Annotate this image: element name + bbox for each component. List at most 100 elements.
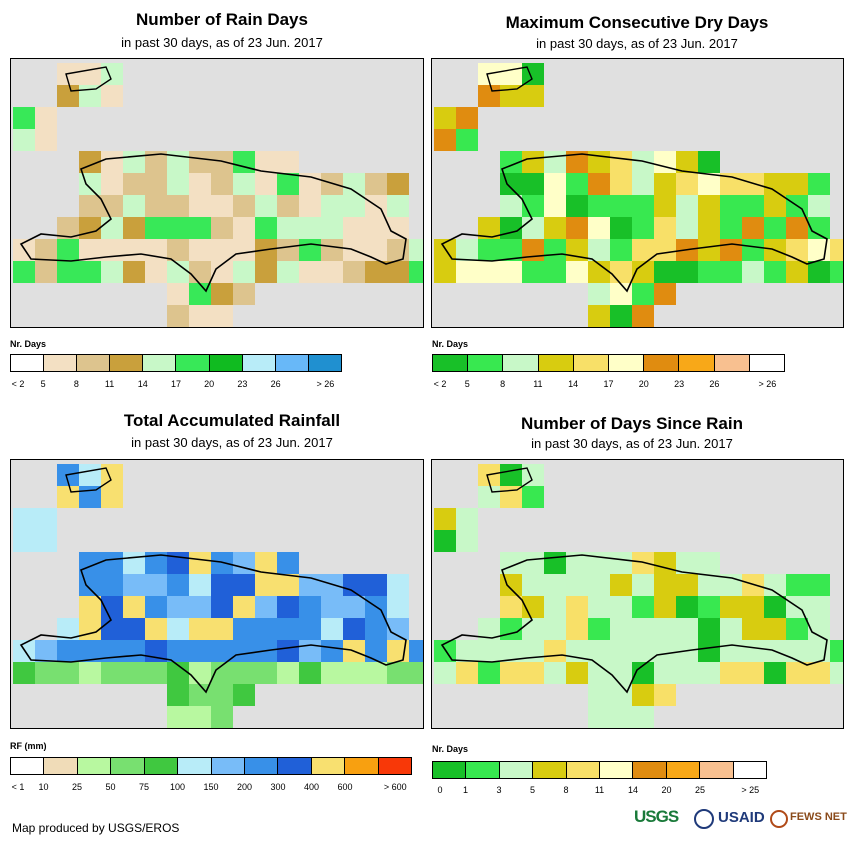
legend-labels: < 1 10 25 50 75 100 150 200 300 400 600 > 600 (10, 782, 412, 794)
grid-cell (277, 261, 299, 283)
grid-cell (321, 596, 343, 618)
grid-cell (57, 662, 79, 684)
grid-cell (720, 195, 742, 217)
grid-cell (698, 239, 720, 261)
grid-cell (13, 261, 35, 283)
map-grid-svg (434, 464, 843, 728)
grid-cell (167, 261, 189, 283)
grid-cell (720, 239, 742, 261)
legend-swatch (433, 355, 469, 371)
grid-cell (588, 305, 610, 327)
map-grid-svg (434, 63, 843, 327)
grid-cell (321, 239, 343, 261)
grid-cell (764, 596, 786, 618)
grid-cell (632, 283, 654, 305)
grid-cell (365, 618, 387, 640)
grid-cell (387, 195, 409, 217)
legend-swatch (176, 355, 210, 371)
grid-cell (233, 684, 255, 706)
grid-cell (211, 217, 233, 239)
grid-cell (101, 574, 123, 596)
grid-cell (698, 596, 720, 618)
grid-cell (365, 239, 387, 261)
grid-cell (211, 706, 233, 728)
grid-cell (654, 217, 676, 239)
grid-cell (610, 283, 632, 305)
coastline (440, 554, 828, 694)
grid-cell (610, 239, 632, 261)
grid-cell (808, 596, 830, 618)
grid-cell (387, 261, 409, 283)
grid-cell (566, 195, 588, 217)
grid-cell (79, 63, 101, 85)
grid-cell (500, 618, 522, 640)
grid-cell (35, 261, 57, 283)
grid-cell (522, 486, 544, 508)
legend-label: 5 (40, 379, 46, 389)
grid-cell (167, 684, 189, 706)
grid-cell (101, 217, 123, 239)
grid-cell (255, 596, 277, 618)
legend-swatch (345, 758, 379, 774)
legend-swatch (242, 355, 276, 371)
legend-labels: < 2 5 8 11 14 17 20 23 26 > 26 (432, 379, 785, 391)
grid-cell (676, 217, 698, 239)
grid-cell (456, 662, 478, 684)
grid-cell (698, 173, 720, 195)
legend-swatch (11, 355, 45, 371)
grid-cell (808, 173, 830, 195)
grid-cell (277, 195, 299, 217)
grid-cell (79, 618, 101, 640)
legend-swatch (244, 758, 279, 774)
grid-cell (764, 574, 786, 596)
grid-cell (698, 552, 720, 574)
grid-cell (145, 552, 167, 574)
grid-cell (145, 662, 167, 684)
grid-cell (277, 640, 299, 662)
legend-label: 8 (563, 785, 569, 795)
legend-label: 17 (170, 379, 182, 389)
grid-cell (588, 574, 610, 596)
legend-swatch (700, 762, 734, 778)
grid-cell (101, 173, 123, 195)
grid-cell (123, 151, 145, 173)
grid-cell (808, 618, 830, 640)
fewsnet-logo: FEWS NET (790, 811, 847, 823)
grid-cell (478, 486, 500, 508)
grid-cell (233, 261, 255, 283)
grid-cell (299, 195, 321, 217)
grid-cell (233, 239, 255, 261)
grid-cell (233, 574, 255, 596)
grid-cell (610, 706, 632, 728)
grid-cell (409, 239, 423, 261)
grid-cell (434, 508, 456, 530)
grid-cell (654, 195, 676, 217)
grid-cell (145, 195, 167, 217)
grid-cell (101, 85, 123, 107)
grid-cell (233, 151, 255, 173)
legend-swatch (111, 758, 145, 774)
panel-subtitle: in past 30 days, as of 23 Jun. 2017 (531, 436, 733, 451)
grid-cell (189, 596, 211, 618)
grid-cell (808, 574, 830, 596)
grid-cell (478, 662, 500, 684)
grid-cell (500, 63, 522, 85)
grid-cell (654, 574, 676, 596)
grid-cell (742, 596, 764, 618)
grid-cell (211, 173, 233, 195)
legend-labels: < 2 5 8 11 14 17 20 23 26 > 26 (10, 379, 342, 391)
grid-cell (632, 640, 654, 662)
grid-cell (189, 574, 211, 596)
grid-cell (145, 574, 167, 596)
grid-cell (123, 640, 145, 662)
grid-cell (387, 217, 409, 239)
grid-cell (742, 662, 764, 684)
coastline (440, 153, 828, 293)
grid-cell (500, 662, 522, 684)
grid-cell (610, 217, 632, 239)
grid-cell (57, 239, 79, 261)
grid-cell (167, 662, 189, 684)
grid-cell (299, 261, 321, 283)
grid-cell (255, 195, 277, 217)
grid-cell (343, 195, 365, 217)
